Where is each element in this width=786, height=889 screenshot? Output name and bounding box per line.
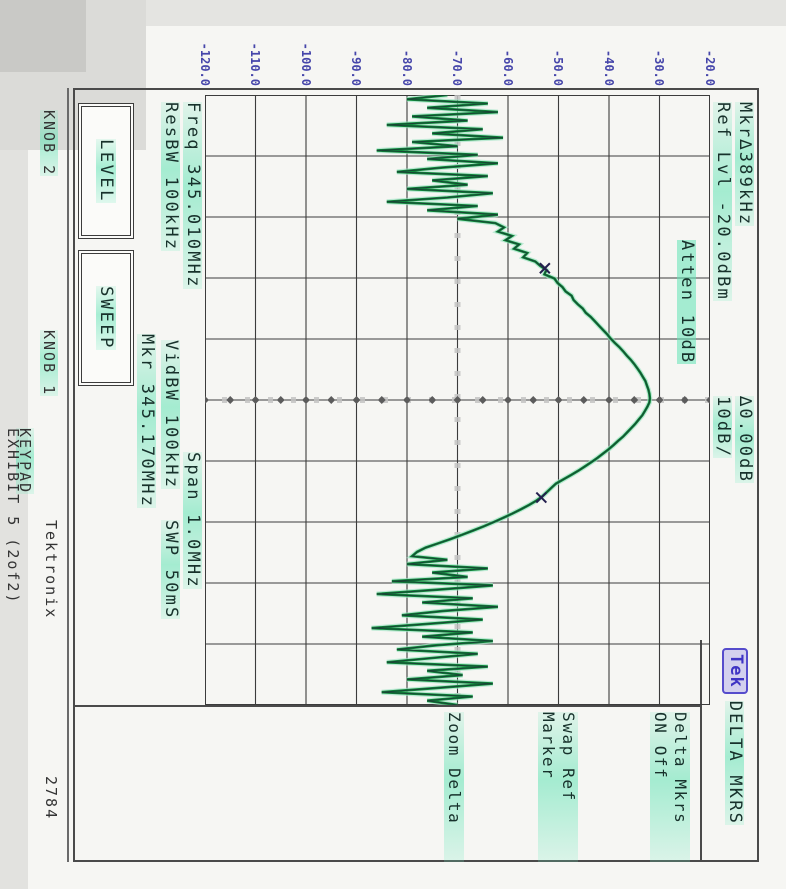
db-axis-label: -20.0 — [703, 49, 717, 86]
tek-logo: Tek — [722, 648, 748, 694]
menu-item-label: Zoom Delta — [444, 712, 464, 862]
menu-item-label2: Marker — [538, 712, 558, 862]
annotation-model: 2784 — [42, 776, 60, 821]
db-axis-label: -60.0 — [501, 49, 515, 86]
resbw-readout: ResBW 100kHz — [161, 102, 181, 252]
db-axis-label: -90.0 — [349, 49, 364, 86]
atten-readout: Atten 10dB — [677, 240, 697, 365]
db-axis-labels: -20.0 -30.0 -40.0 -50.0 -60.0 -70.0 -80.0 -90.0… — [198, 26, 717, 90]
menu-item-label: Swap Ref — [558, 712, 578, 862]
reference-marker — [539, 262, 551, 274]
annotation-knob1: KNOB 1 — [40, 330, 58, 397]
menu-title-label: DELTA MKRS — [725, 700, 746, 826]
menu-item-delta-mkrs[interactable]: Delta Mkrs ON Off — [650, 712, 690, 862]
ref-level-readout: Ref Lvl -20.0dBm — [713, 102, 733, 301]
softkey-sweep[interactable]: SWEEP — [78, 250, 134, 386]
softkey-level-label: LEVEL — [96, 139, 116, 203]
active-marker — [535, 491, 548, 504]
scan-smudge — [0, 0, 86, 72]
db-axis-label: -40.0 — [602, 49, 616, 86]
menu-item-swap-ref-marker[interactable]: Swap Ref Marker — [538, 712, 578, 862]
db-axis-label: -110.0 — [248, 42, 263, 86]
db-axis-label: -100.0 — [299, 42, 313, 86]
marker-delta-readout: Mkr∆389kHz — [735, 102, 755, 227]
db-axis-label: -80.0 — [400, 49, 414, 86]
spectrum-plot — [205, 95, 710, 705]
menu-title: Tek DELTA MKRS — [722, 648, 748, 826]
menu-item-label: Delta Mkrs — [670, 712, 690, 862]
db-axis-label: -120.0 — [198, 42, 212, 86]
menu-item-value: ON Off — [650, 712, 670, 862]
sweep-time-readout: SWP 50mS — [161, 520, 181, 620]
db-axis-label: -50.0 — [551, 49, 566, 86]
annotation-exhibit: EXHIBIT 5 (2of2) — [4, 428, 22, 605]
span-readout: Span 1.0MHz — [183, 452, 203, 589]
softkey-level[interactable]: LEVEL — [78, 103, 134, 239]
db-axis-label: -70.0 — [450, 49, 465, 86]
annotation-knob2: KNOB 2 — [40, 110, 58, 177]
screen-border-bottom-line — [67, 88, 69, 862]
annotation-brand: Tektronix — [42, 520, 60, 620]
trace-edge — [371, 95, 651, 705]
center-freq-readout: Freq 345.010MHz — [183, 102, 203, 289]
db-axis-label: -30.0 — [652, 49, 667, 86]
menu-item-zoom-delta[interactable]: Zoom Delta — [444, 712, 464, 862]
softkey-sweep-label: SWEEP — [96, 286, 116, 350]
marker-freq-readout: Mkr 345.170MHz — [137, 334, 157, 509]
vidbw-readout: VidBW 100kHz — [161, 340, 181, 490]
menu-separator-line — [73, 705, 700, 707]
scale-readout: 10dB/ — [713, 396, 733, 459]
delta-db-readout: ∆0.00dB — [735, 396, 755, 484]
